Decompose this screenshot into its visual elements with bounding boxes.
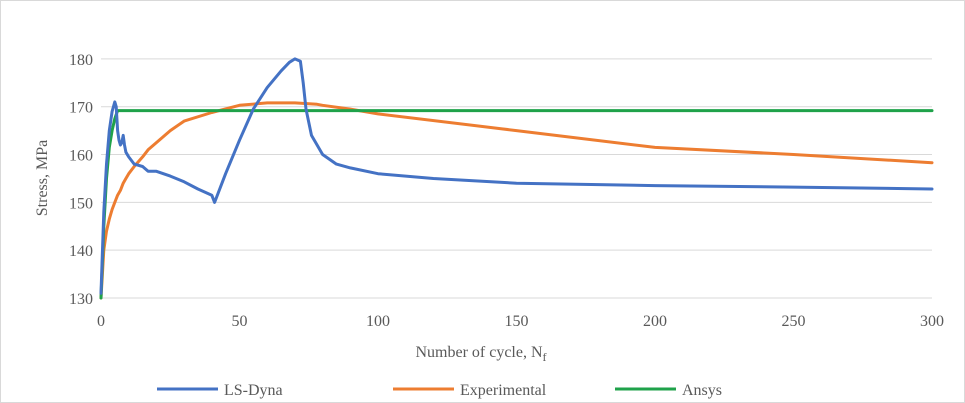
- legend: LS-Dyna Experimental Ansys: [157, 382, 722, 399]
- x-tick-label: 300: [920, 313, 944, 330]
- x-axis-title-subscript: f: [543, 350, 547, 364]
- x-tick-label: 150: [505, 313, 529, 330]
- y-axis-ticks: 130 140 150 160 170 180: [69, 52, 93, 308]
- y-axis-title: Stress, MPa: [34, 140, 51, 216]
- legend-item-ls-dyna: LS-Dyna: [157, 382, 283, 399]
- legend-item-experimental: Experimental: [393, 382, 547, 399]
- legend-label-experimental: Experimental: [460, 382, 547, 399]
- y-tick-label: 140: [69, 243, 93, 260]
- series-lines: [99, 57, 934, 300]
- x-axis-title: Number of cycle, Nf: [415, 344, 546, 364]
- y-tick-label: 180: [69, 52, 93, 69]
- x-tick-label: 100: [366, 313, 390, 330]
- x-axis-ticks: 0 50 100 150 200 250 300: [97, 313, 944, 330]
- y-tick-label: 170: [69, 100, 93, 117]
- x-tick-label: 200: [643, 313, 667, 330]
- x-axis-title-main: Number of cycle, N: [415, 344, 543, 361]
- x-tick-label: 50: [232, 313, 248, 330]
- x-tick-label: 0: [97, 313, 105, 330]
- x-tick-label: 250: [782, 313, 806, 330]
- series-line-experimental: [99, 101, 934, 300]
- series-line-ansys: [99, 109, 934, 300]
- y-tick-label: 130: [69, 291, 93, 308]
- legend-label-ls-dyna: LS-Dyna: [224, 382, 283, 399]
- series-line-ls-dyna: [99, 57, 934, 295]
- y-tick-label: 160: [69, 148, 93, 165]
- gridlines: [101, 58, 932, 251]
- y-tick-label: 150: [69, 195, 93, 212]
- legend-label-ansys: Ansys: [682, 382, 722, 399]
- legend-item-ansys: Ansys: [615, 382, 722, 399]
